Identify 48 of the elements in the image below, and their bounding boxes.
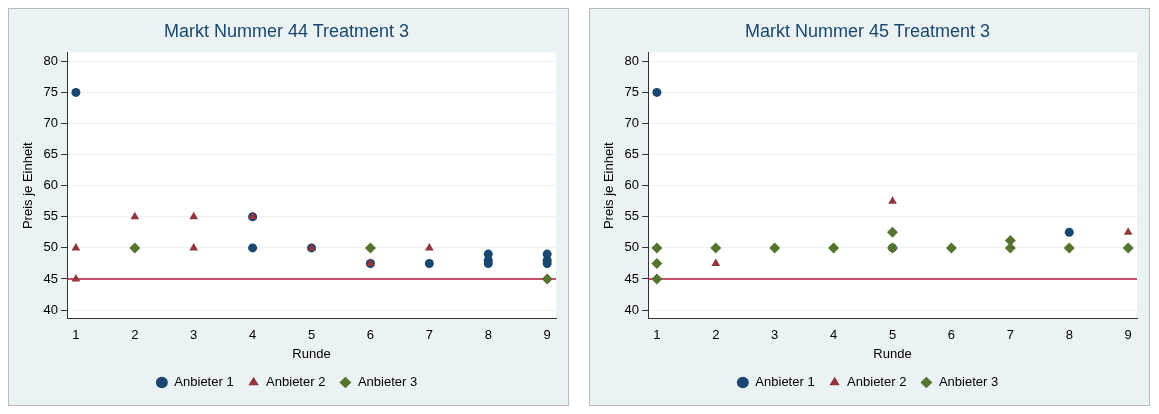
legend-label: Anbieter 3	[938, 374, 999, 390]
y-tick-label: 50	[624, 239, 640, 255]
y-tick-label: 40	[624, 301, 640, 317]
x-tick-label: 1	[653, 327, 661, 343]
y-tick-label: 45	[43, 270, 59, 286]
x-tick-label: 8	[484, 327, 492, 343]
x-tick-label: 2	[131, 327, 139, 343]
legend-label: Anbieter 1	[755, 374, 815, 390]
y-tick-label: 75	[624, 83, 640, 99]
x-tick-label: 9	[1124, 327, 1132, 343]
y-tick-label: 75	[43, 83, 59, 99]
x-axis-title: Runde	[873, 345, 912, 361]
y-tick-label: 45	[624, 270, 640, 286]
x-tick-label: 5	[307, 327, 316, 343]
x-tick-label: 2	[712, 327, 720, 343]
x-tick-label: 3	[190, 327, 198, 343]
x-tick-label: 6	[366, 327, 375, 343]
x-tick-label: 7	[425, 327, 433, 343]
x-tick-label: 3	[771, 327, 779, 343]
y-tick-label: 60	[43, 177, 59, 193]
y-tick-label: 80	[43, 52, 59, 68]
x-tick-label: 6	[947, 327, 956, 343]
x-tick-label: 4	[249, 327, 257, 343]
x-axis-title: Runde	[292, 345, 331, 361]
x-tick-label: 8	[1065, 327, 1073, 343]
x-tick-label: 7	[1006, 327, 1014, 343]
y-tick-label: 60	[624, 177, 640, 193]
y-tick-label: 55	[43, 208, 59, 224]
y-tick-label: 70	[624, 115, 640, 131]
chart-title: Markt Nummer 45 Treatment 3	[744, 20, 991, 41]
y-tick-label: 65	[43, 146, 59, 162]
y-tick-label: 50	[43, 239, 59, 255]
y-tick-label: 80	[624, 52, 640, 68]
y-tick-label: 70	[43, 115, 59, 131]
x-tick-label: 1	[72, 327, 80, 343]
y-tick-label: 55	[624, 208, 640, 224]
x-tick-label: 4	[830, 327, 838, 343]
legend-label: Anbieter 2	[266, 374, 326, 390]
chart-title: Markt Nummer 44 Treatment 3	[163, 20, 410, 41]
x-tick-label: 5	[888, 327, 897, 343]
y-tick-label: 65	[624, 146, 640, 162]
legend-label: Anbieter 2	[847, 374, 907, 390]
y-axis-title: Preis je Einheit	[20, 141, 36, 230]
x-tick-label: 9	[543, 327, 551, 343]
legend-label: Anbieter 3	[357, 374, 418, 390]
y-axis-title: Preis je Einheit	[601, 141, 617, 230]
y-tick-label: 40	[43, 301, 59, 317]
legend-label: Anbieter 1	[174, 374, 234, 390]
